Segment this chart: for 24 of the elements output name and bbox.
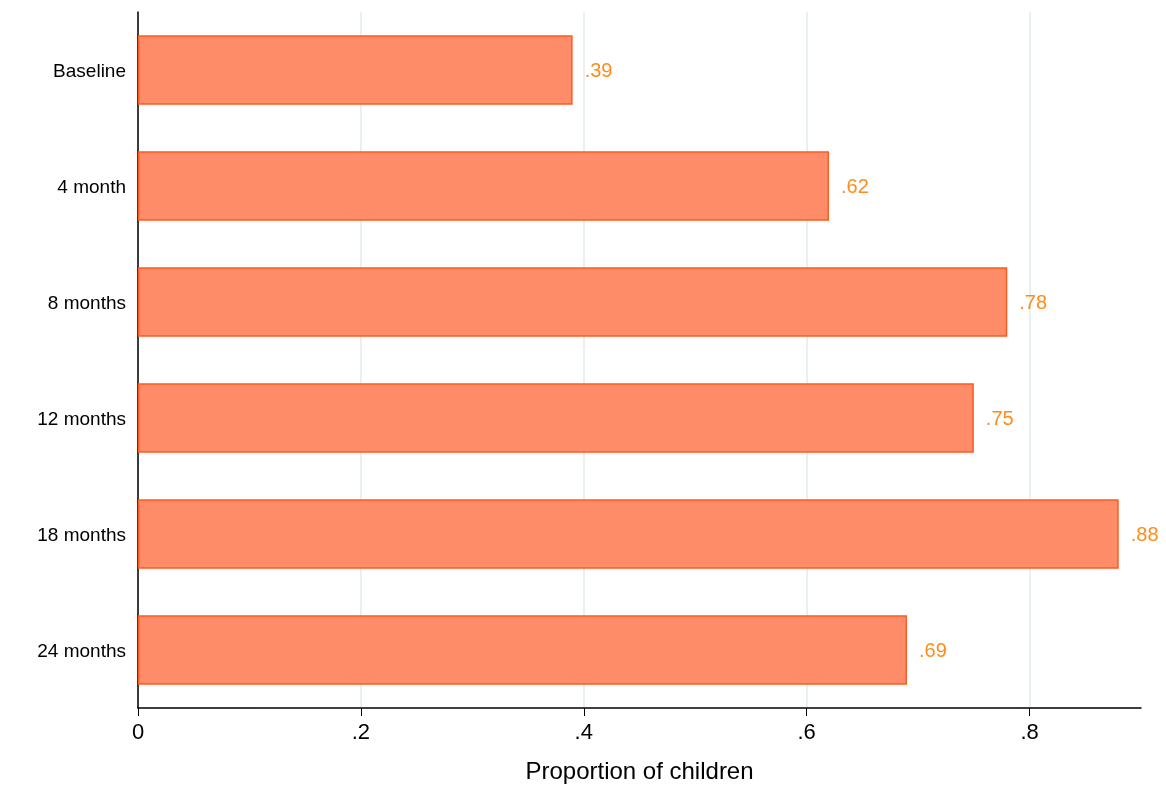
data-label: .78 (1019, 291, 1048, 313)
y-tick-label: 18 months (37, 523, 126, 545)
y-tick-label: 8 months (47, 291, 126, 313)
x-tick-label: .2 (351, 718, 371, 744)
data-label: .69 (918, 639, 947, 661)
bar (138, 267, 1008, 337)
x-tick-label: .6 (797, 718, 816, 744)
bar (138, 615, 907, 685)
bar (138, 383, 974, 453)
y-tick-label: 12 months (37, 407, 126, 429)
y-tick-label: 4 month (57, 175, 126, 197)
x-tick-label: .4 (574, 718, 593, 744)
bar (138, 151, 829, 221)
y-tick-label: Baseline (53, 59, 126, 81)
bar (138, 499, 1119, 569)
data-label: .39 (584, 59, 613, 81)
x-axis-title: Proportion of children (525, 756, 754, 784)
data-label: .88 (1130, 523, 1159, 545)
bar (138, 35, 573, 105)
y-tick-label: 24 months (37, 639, 126, 661)
data-label: .75 (985, 407, 1014, 429)
data-label: .62 (840, 175, 869, 197)
x-tick-label: .8 (1020, 718, 1039, 744)
x-tick-label: 0 (131, 718, 145, 744)
